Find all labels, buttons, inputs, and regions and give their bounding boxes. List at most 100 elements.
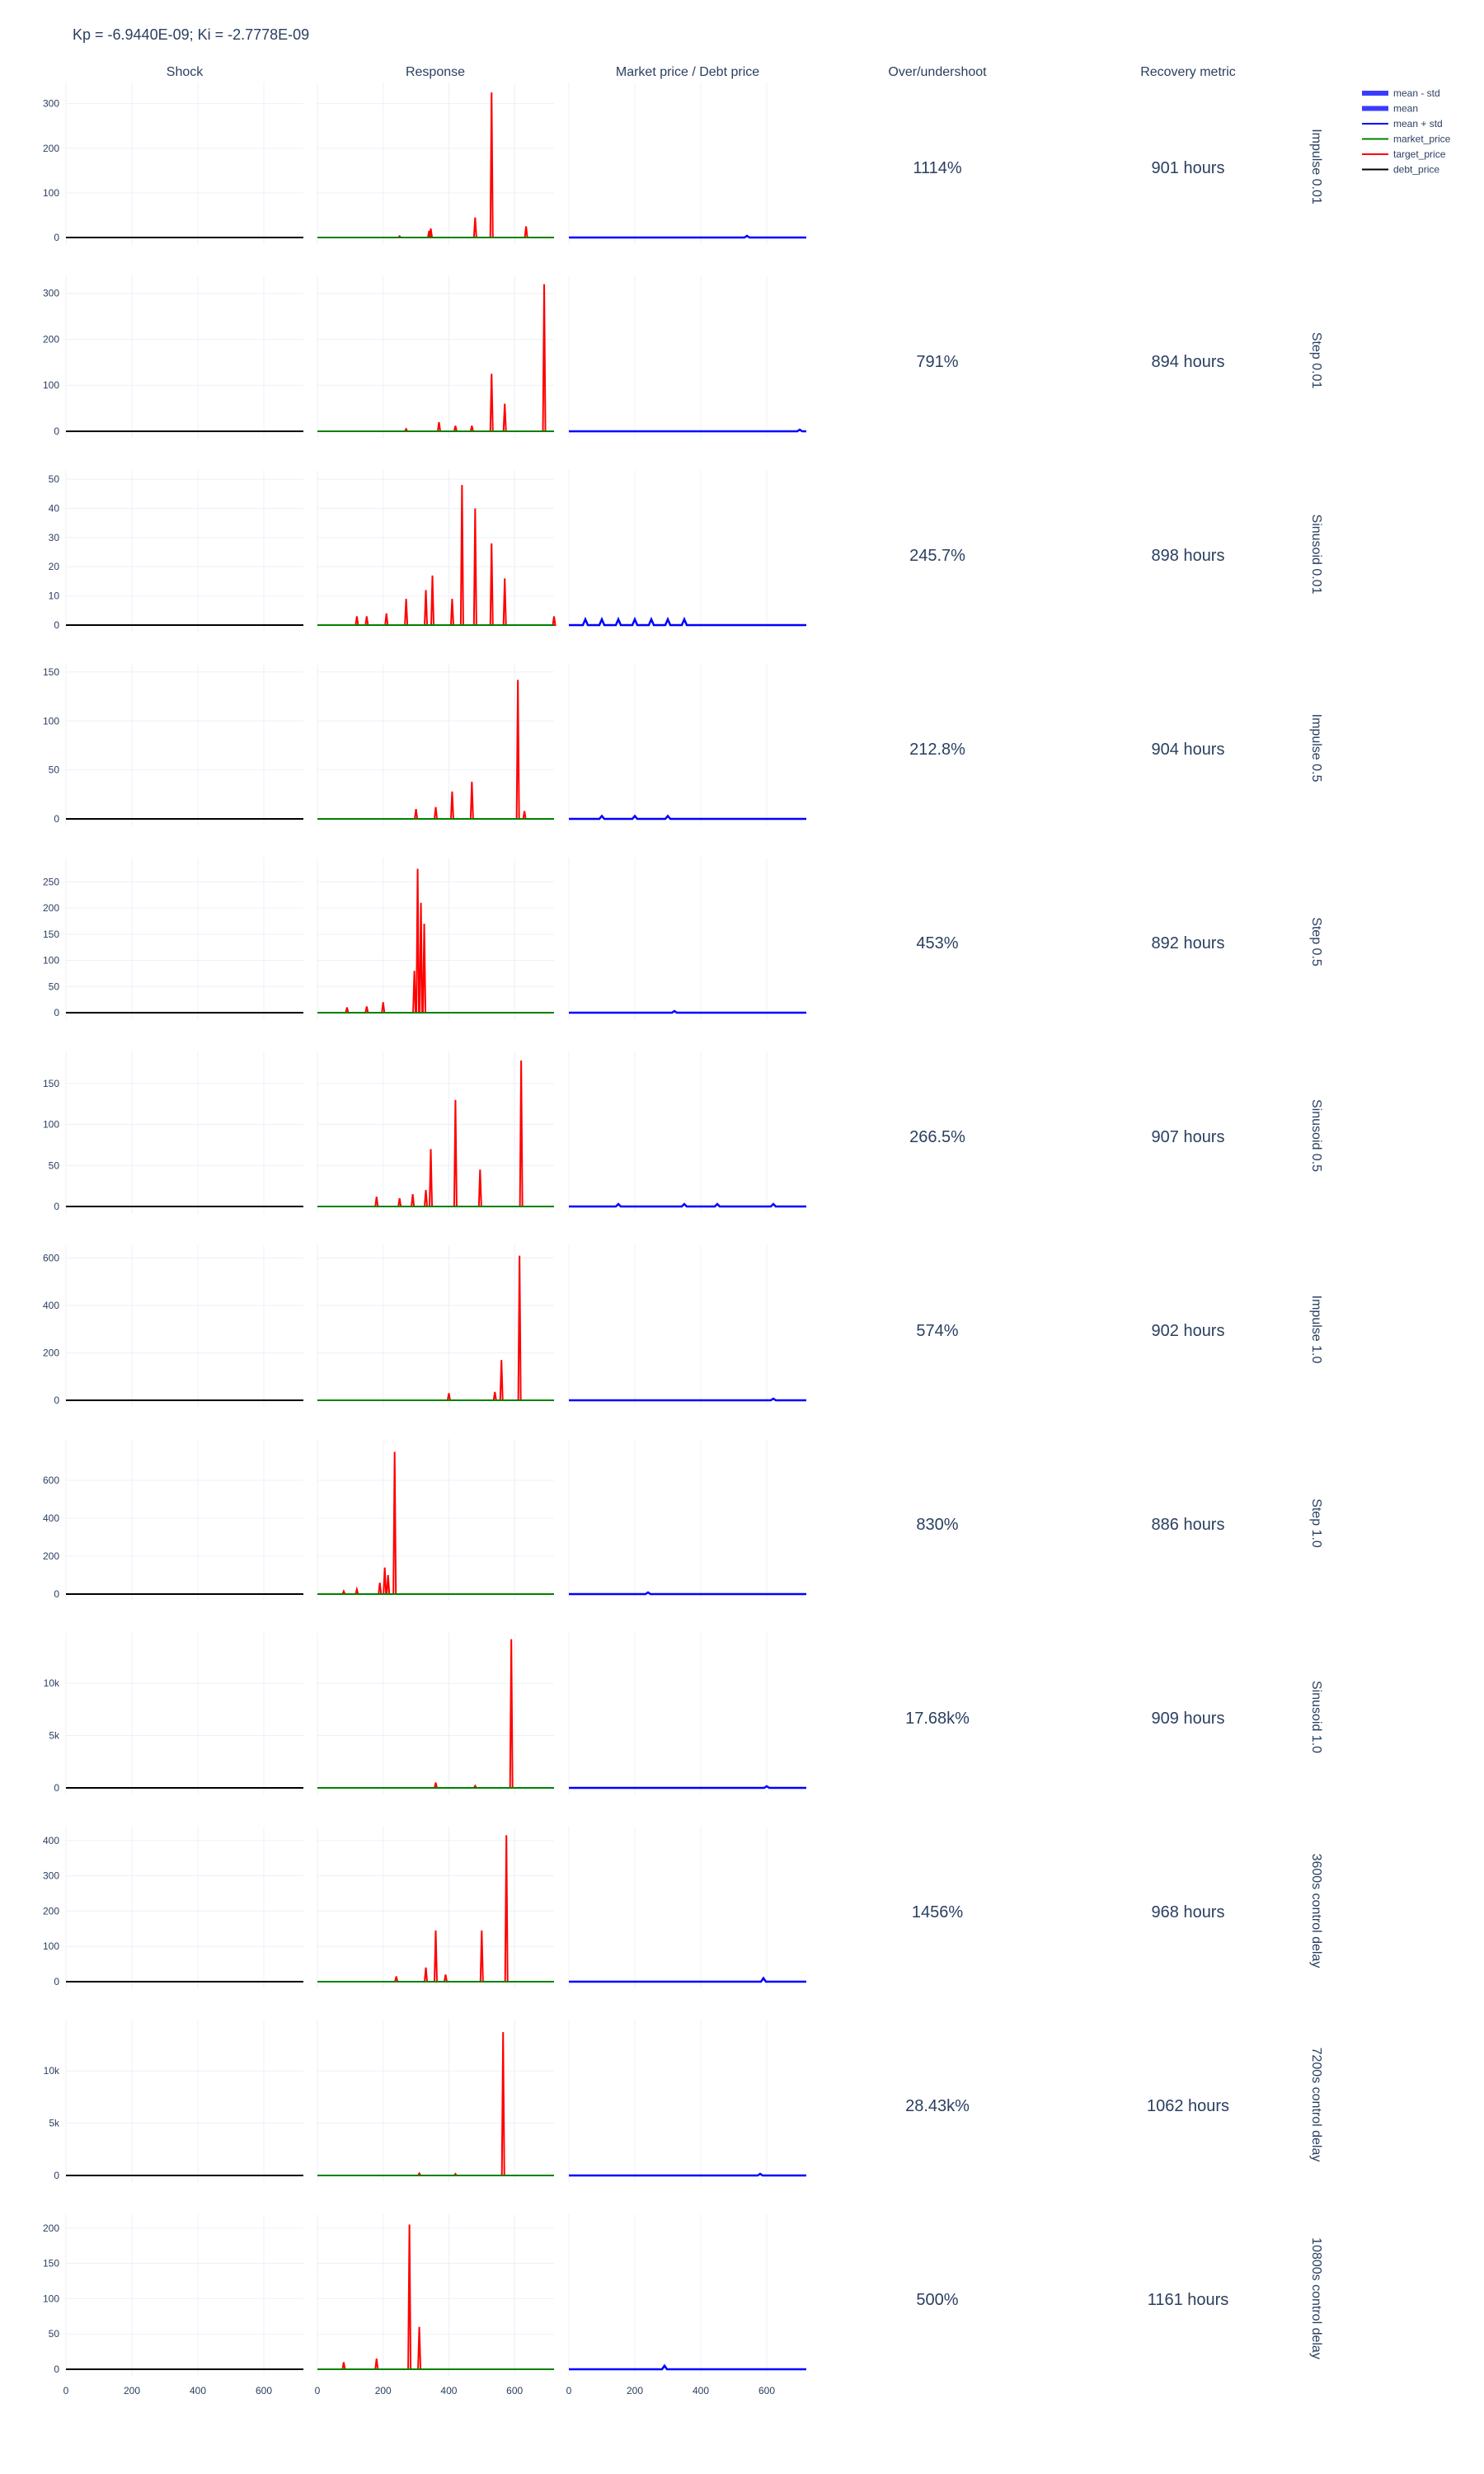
target-price-series bbox=[317, 1639, 554, 1789]
y-tick-label: 100 bbox=[43, 2293, 59, 2304]
y-tick-label: 600 bbox=[43, 1475, 59, 1486]
row-label: 10800s control delay bbox=[1309, 2237, 1323, 2359]
y-tick-label: 250 bbox=[43, 876, 59, 887]
recovery-value: 968 hours bbox=[1152, 1903, 1225, 1921]
x-tick-label: 600 bbox=[758, 2385, 775, 2396]
y-tick-label: 300 bbox=[43, 288, 59, 299]
market-debt-series bbox=[569, 1976, 806, 1983]
row-label: 3600s control delay bbox=[1309, 1854, 1323, 1968]
y-tick-label: 0 bbox=[54, 232, 59, 243]
column-header-2: Market price / Debt price bbox=[616, 65, 759, 79]
column-header-4: Recovery metric bbox=[1140, 65, 1236, 79]
overshoot-value: 830% bbox=[916, 1516, 958, 1534]
y-tick-label: 10 bbox=[49, 590, 60, 602]
market-debt-series bbox=[569, 2172, 806, 2177]
market-debt-series bbox=[569, 616, 806, 627]
row-label: Sinusoid 0.01 bbox=[1309, 515, 1323, 595]
figure-title: Kp = -6.9440E-09; Ki = -2.7778E-09 bbox=[73, 26, 310, 43]
y-tick-label: 0 bbox=[54, 1201, 59, 1212]
legend-label-1: mean bbox=[1393, 103, 1418, 115]
row-label: Step 0.5 bbox=[1309, 917, 1323, 967]
y-tick-label: 50 bbox=[49, 764, 60, 776]
recovery-value: 907 hours bbox=[1152, 1128, 1225, 1146]
recovery-value: 901 hours bbox=[1152, 159, 1225, 177]
y-tick-label: 100 bbox=[43, 955, 59, 967]
market-debt-series bbox=[569, 1202, 806, 1208]
recovery-value: 886 hours bbox=[1152, 1516, 1225, 1534]
row-label: Impulse 1.0 bbox=[1309, 1296, 1323, 1364]
x-tick-label: 0 bbox=[315, 2385, 321, 2396]
y-tick-label: 50 bbox=[49, 2328, 60, 2340]
row-label: Impulse 0.01 bbox=[1309, 129, 1323, 205]
x-tick-label: 600 bbox=[256, 2385, 272, 2396]
overshoot-value: 574% bbox=[916, 1322, 958, 1340]
target-price-series bbox=[317, 485, 556, 626]
y-tick-label: 200 bbox=[43, 143, 59, 154]
y-tick-label: 0 bbox=[54, 2363, 59, 2375]
target-price-series bbox=[317, 1451, 554, 1595]
y-tick-label: 150 bbox=[43, 929, 59, 940]
y-tick-label: 5k bbox=[49, 2118, 60, 2129]
y-tick-label: 30 bbox=[49, 532, 60, 543]
x-tick-label: 200 bbox=[375, 2385, 392, 2396]
market-debt-series bbox=[569, 1009, 806, 1014]
y-tick-label: 400 bbox=[43, 1300, 59, 1311]
market-debt-series bbox=[569, 814, 806, 821]
y-tick-label: 200 bbox=[43, 2222, 59, 2234]
x-tick-label: 600 bbox=[506, 2385, 523, 2396]
y-tick-label: 400 bbox=[43, 1512, 59, 1524]
market-debt-series bbox=[569, 428, 806, 433]
row-label: Step 0.01 bbox=[1309, 332, 1323, 389]
x-tick-label: 400 bbox=[190, 2385, 206, 2396]
recovery-value: 894 hours bbox=[1152, 353, 1225, 371]
y-tick-label: 200 bbox=[43, 1550, 59, 1562]
legend-label-5: debt_price bbox=[1393, 164, 1439, 176]
y-tick-label: 40 bbox=[49, 502, 60, 514]
overshoot-value: 1114% bbox=[913, 159, 962, 177]
target-price-series bbox=[317, 2224, 554, 2370]
column-header-3: Over/undershoot bbox=[888, 65, 987, 79]
y-tick-label: 150 bbox=[43, 666, 59, 678]
y-tick-label: 300 bbox=[43, 98, 59, 110]
y-tick-label: 0 bbox=[54, 1588, 59, 1600]
target-price-series bbox=[317, 92, 554, 238]
y-tick-label: 0 bbox=[54, 1782, 59, 1794]
overshoot-value: 453% bbox=[916, 934, 958, 952]
overshoot-value: 17.68k% bbox=[905, 1710, 970, 1728]
target-price-series bbox=[317, 1255, 554, 1401]
row-label: Step 1.0 bbox=[1309, 1498, 1323, 1548]
y-tick-label: 0 bbox=[54, 2170, 59, 2181]
y-tick-label: 200 bbox=[43, 333, 59, 345]
y-tick-label: 0 bbox=[54, 426, 59, 437]
x-tick-label: 0 bbox=[566, 2385, 572, 2396]
target-price-series bbox=[317, 284, 554, 432]
market-debt-series bbox=[569, 2363, 806, 2371]
row-label: 7200s control delay bbox=[1309, 2048, 1323, 2162]
overshoot-value: 791% bbox=[916, 353, 958, 371]
market-debt-series bbox=[569, 234, 806, 239]
overshoot-value: 212.8% bbox=[909, 741, 965, 759]
target-price-series bbox=[317, 1835, 554, 1982]
overshoot-value: 500% bbox=[916, 2291, 958, 2309]
recovery-value: 892 hours bbox=[1152, 934, 1225, 952]
y-tick-label: 10k bbox=[44, 2065, 60, 2077]
y-tick-label: 0 bbox=[54, 1976, 59, 1987]
row-label: Sinusoid 1.0 bbox=[1309, 1681, 1323, 1753]
target-price-series bbox=[317, 2032, 554, 2176]
recovery-value: 904 hours bbox=[1152, 741, 1225, 759]
overshoot-value: 1456% bbox=[912, 1903, 963, 1921]
y-tick-label: 100 bbox=[43, 1940, 59, 1952]
y-tick-label: 20 bbox=[49, 561, 60, 572]
y-tick-label: 200 bbox=[43, 1348, 59, 1359]
y-tick-label: 0 bbox=[54, 1007, 59, 1018]
x-tick-label: 400 bbox=[440, 2385, 457, 2396]
target-price-series bbox=[317, 1060, 554, 1207]
y-tick-label: 50 bbox=[49, 981, 60, 992]
market-debt-series bbox=[569, 1785, 806, 1790]
recovery-value: 1161 hours bbox=[1148, 2291, 1229, 2309]
market-debt-series bbox=[569, 1591, 806, 1596]
y-tick-label: 150 bbox=[43, 1078, 59, 1089]
y-tick-label: 600 bbox=[43, 1253, 59, 1264]
y-tick-label: 5k bbox=[49, 1730, 60, 1742]
